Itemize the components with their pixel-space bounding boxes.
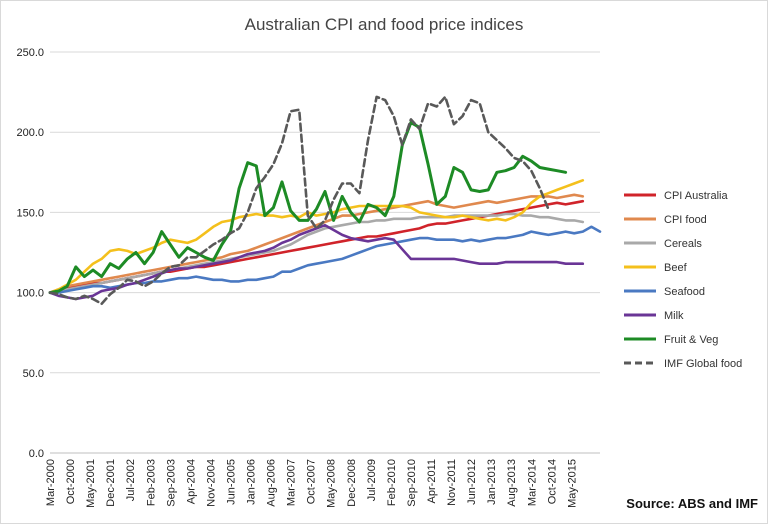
- x-tick-label: Apr-2011: [426, 459, 438, 503]
- y-axis: 0.0 50.0 100.0 150.0 200.0 250.0: [16, 47, 44, 460]
- chart-title: Australian CPI and food price indices: [245, 15, 524, 34]
- legend-label-cpi-food: CPI food: [664, 214, 707, 226]
- x-tick-label: Nov-2011: [446, 459, 458, 506]
- x-tick-label: Feb-2010: [386, 459, 398, 506]
- x-tick-label: Oct-2000: [65, 459, 77, 504]
- series-lines: [48, 95, 602, 306]
- x-tick-label: May-2001: [85, 459, 97, 508]
- x-tick-label: May-2015: [566, 459, 578, 508]
- series-line-beef: [48, 179, 585, 294]
- series-line-cereals: [48, 212, 585, 294]
- y-tick-label: 100.0: [16, 288, 44, 300]
- x-tick-label: Sep-2003: [165, 459, 177, 507]
- series-line-imf-global-food: [48, 95, 550, 306]
- legend-label-imf-global-food: IMF Global food: [664, 358, 742, 370]
- y-tick-label: 0.0: [29, 448, 44, 460]
- x-tick-label: Sep-2010: [406, 459, 418, 507]
- x-tick-label: Oct-2014: [546, 459, 558, 504]
- y-tick-label: 250.0: [16, 47, 44, 59]
- x-tick-label: Jul-2002: [125, 459, 137, 501]
- legend: CPI Australia CPI food Cereals Beef Seafood M…: [624, 190, 742, 370]
- x-tick-label: Mar-2014: [526, 459, 538, 506]
- x-tick-label: Aug-2013: [506, 459, 518, 507]
- x-tick-label: May-2008: [326, 459, 338, 508]
- x-tick-label: Oct-2007: [306, 459, 318, 504]
- legend-label-cpi-australia: CPI Australia: [664, 190, 728, 202]
- source-note: Source: ABS and IMF: [626, 496, 758, 511]
- x-tick-label: Mar-2007: [286, 459, 298, 506]
- x-tick-label: Jun-2012: [466, 459, 478, 505]
- x-axis: Mar-2000 Oct-2000 May-2001 Dec-2001 Jul-2002…: [45, 452, 600, 508]
- x-tick-label: Jan-2013: [486, 459, 498, 505]
- y-tick-label: 150.0: [16, 207, 44, 219]
- y-tick-label: 200.0: [16, 127, 44, 139]
- series-line-fruit-veg: [48, 121, 568, 295]
- x-tick-label: Jul-2009: [366, 459, 378, 501]
- x-tick-label: Jun-2005: [225, 459, 237, 505]
- legend-label-cereals: Cereals: [664, 238, 702, 250]
- legend-label-seafood: Seafood: [664, 286, 705, 298]
- legend-label-beef: Beef: [664, 262, 688, 274]
- x-tick-label: Dec-2008: [346, 459, 358, 507]
- legend-label-fruit-veg: Fruit & Veg: [664, 334, 718, 346]
- x-tick-label: Jan-2006: [246, 459, 258, 505]
- x-tick-label: Dec-2001: [105, 459, 117, 507]
- x-tick-label: Feb-2003: [145, 459, 157, 506]
- x-tick-label: Apr-2004: [185, 459, 197, 504]
- y-tick-label: 50.0: [23, 368, 44, 380]
- x-tick-label: Nov-2004: [205, 459, 217, 507]
- x-tick-label: Mar-2000: [45, 459, 57, 506]
- x-tick-label: Aug-2006: [266, 459, 278, 507]
- legend-label-milk: Milk: [664, 310, 684, 322]
- series-line-seafood: [48, 225, 602, 294]
- series-line-cpi-food: [48, 193, 585, 294]
